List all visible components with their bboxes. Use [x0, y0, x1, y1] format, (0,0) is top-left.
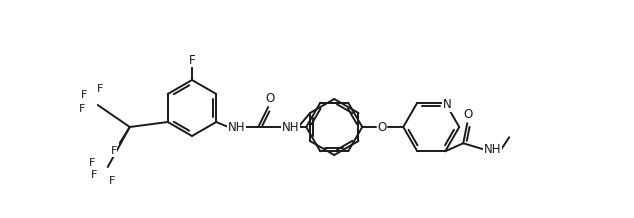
- Text: F: F: [89, 158, 95, 168]
- Text: F: F: [189, 53, 195, 66]
- Text: F: F: [110, 146, 117, 156]
- Text: F: F: [81, 90, 87, 100]
- Text: NH: NH: [484, 143, 501, 156]
- Text: N: N: [443, 98, 451, 111]
- Text: F: F: [79, 104, 85, 114]
- Text: O: O: [378, 121, 387, 133]
- Text: F: F: [108, 176, 115, 186]
- Text: NH: NH: [281, 121, 299, 133]
- Text: O: O: [463, 108, 473, 121]
- Text: F: F: [96, 84, 103, 94]
- Text: F: F: [91, 170, 97, 180]
- Text: NH: NH: [228, 121, 245, 133]
- Text: O: O: [266, 92, 275, 104]
